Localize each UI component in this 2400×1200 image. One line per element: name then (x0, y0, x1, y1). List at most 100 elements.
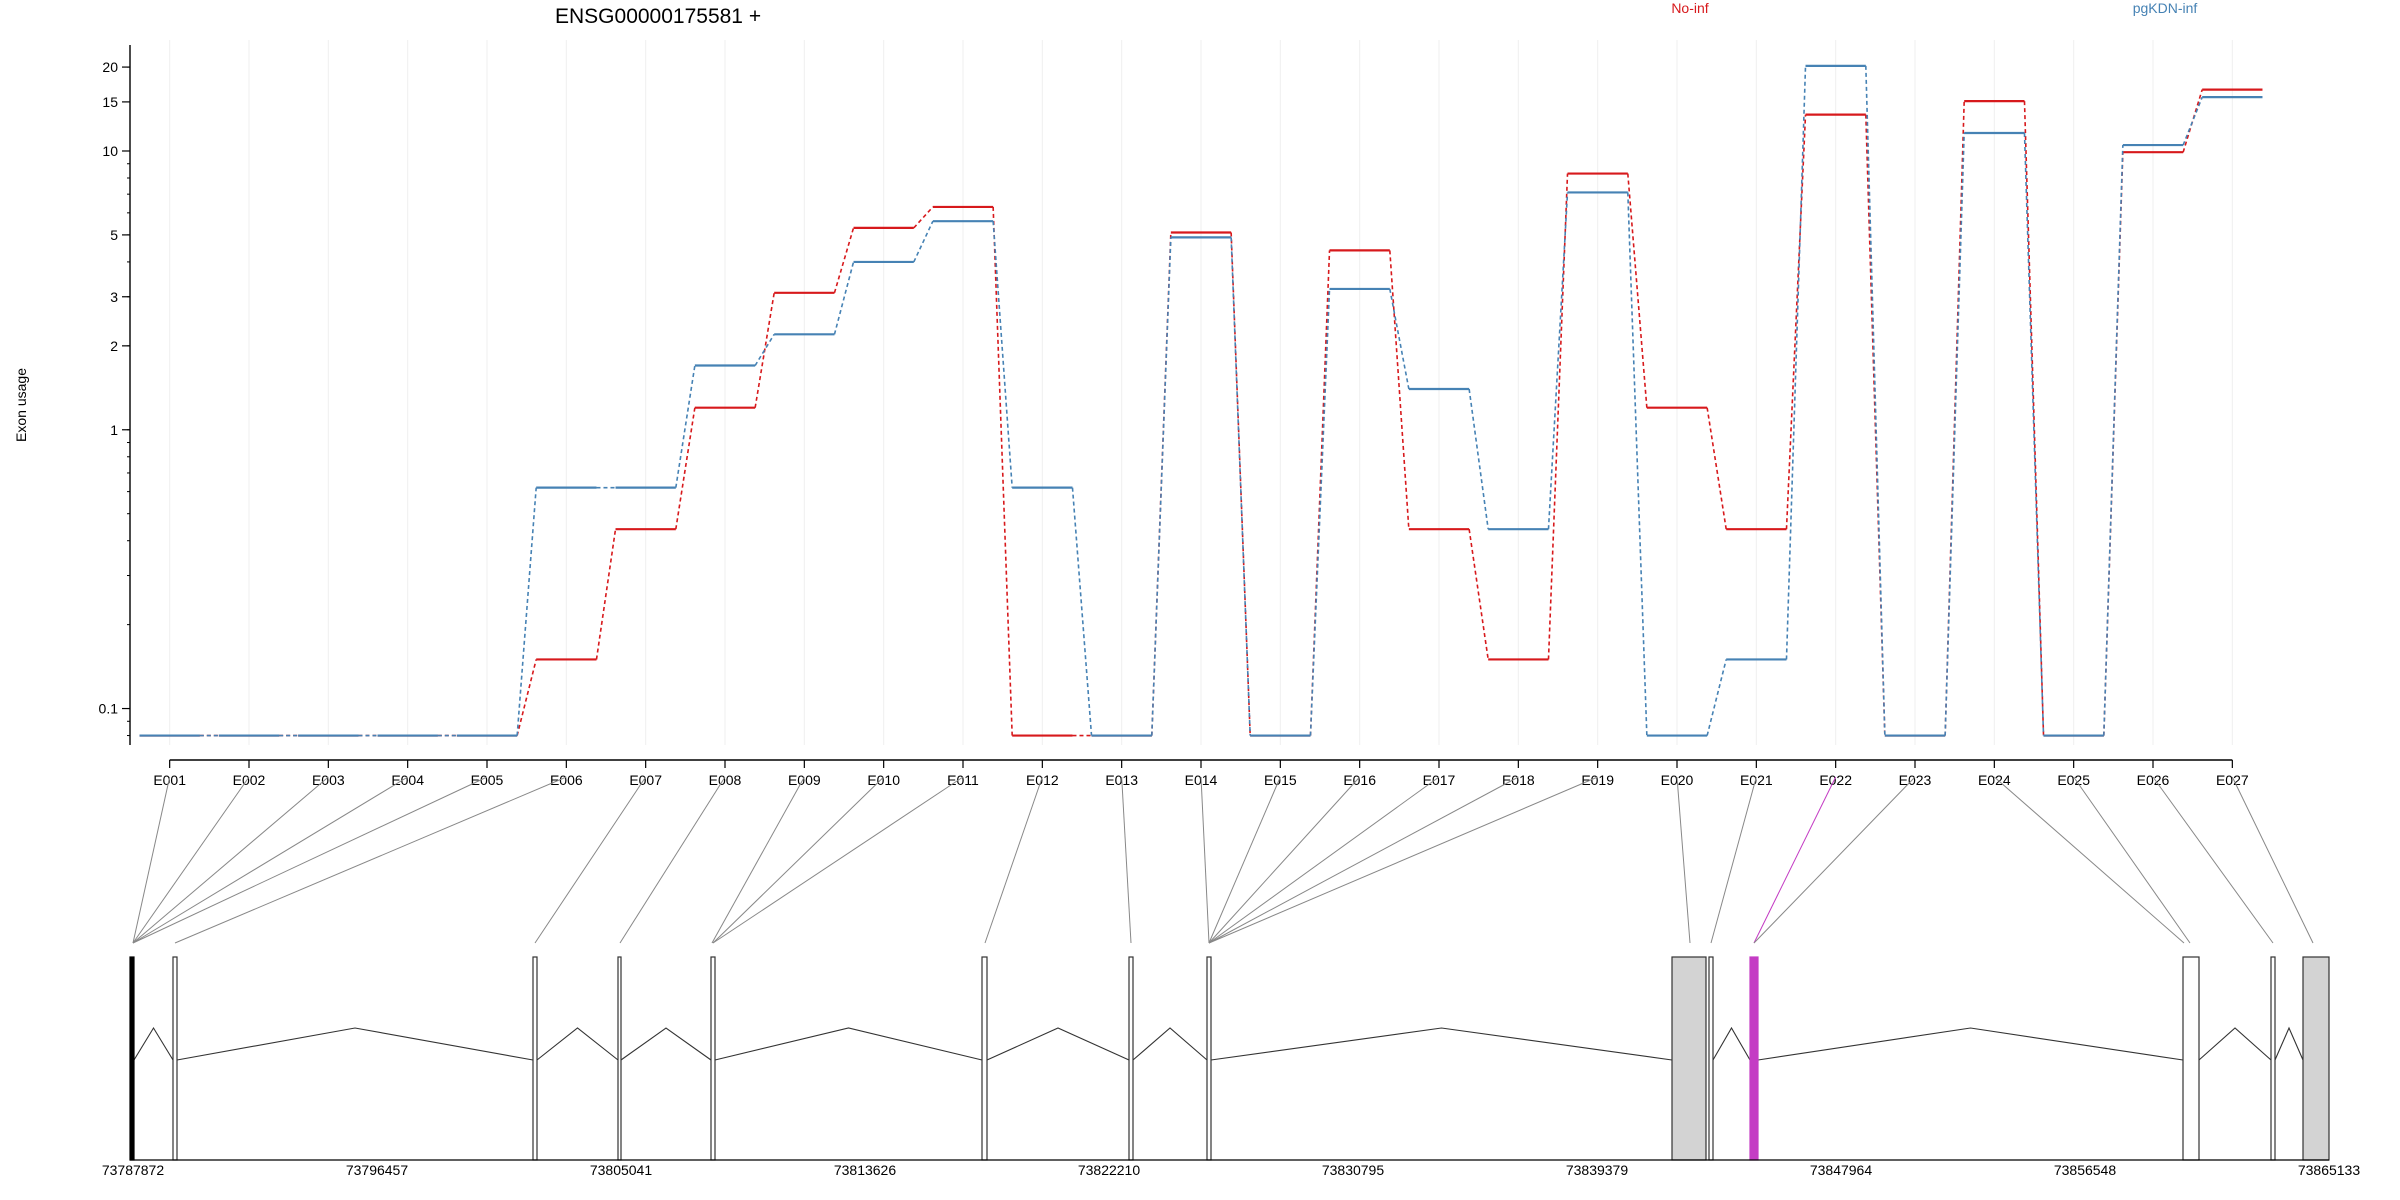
exon-connector (132, 776, 329, 944)
exon-connector (1753, 776, 1837, 944)
exon-box (2182, 956, 2200, 1161)
exon-connector (1121, 776, 1132, 944)
series-transition (1785, 65, 1807, 660)
intron-line (1757, 1027, 2184, 1061)
series-pgkdn-inf (139, 64, 2263, 737)
series-transition (1706, 659, 1727, 736)
series-transition (992, 206, 1013, 736)
exon-connector (1208, 776, 1598, 944)
intron-line (536, 1027, 619, 1061)
x-tick-label: E026 (2137, 772, 2170, 788)
series-transition (516, 659, 537, 736)
series-transition (1706, 407, 1727, 530)
series-transition (913, 206, 934, 229)
series-lines (139, 64, 2263, 737)
series-transition (1468, 388, 1489, 530)
genomic-tick-label: 73796457 (346, 1162, 409, 1178)
x-tick-label: E007 (629, 772, 662, 788)
exon-box (710, 956, 716, 1161)
genomic-axis: 73787872 73796457 73805041 73813626 73822210… (102, 1159, 2361, 1178)
legend-no-inf: No-inf (1671, 0, 1708, 16)
genomic-tick-label: 73839379 (1566, 1162, 1629, 1178)
intron-line (986, 1027, 1130, 1061)
exon-connectors (132, 776, 2314, 944)
genomic-tick-label: 73822210 (1078, 1162, 1141, 1178)
axes: 0.1 1 2 3 5 10 15 20 E001 E002 E003 E004 E005 E006 E00… (99, 45, 2249, 788)
exon-box (617, 956, 622, 1161)
exon-box (1671, 956, 1707, 1161)
intron-line (133, 1026, 174, 1061)
genomic-tick-label: 73847964 (1810, 1162, 1873, 1178)
exon-box (981, 956, 988, 1161)
x-tick-label: E019 (1581, 772, 1614, 788)
exon-connector (984, 776, 1043, 944)
exon-box (1708, 956, 1714, 1161)
exon-box (532, 956, 538, 1161)
exon-connector (1208, 776, 1519, 944)
exon-connector (1208, 776, 1281, 944)
y-tick-label: 10 (102, 143, 118, 159)
intron-line (2274, 1026, 2304, 1061)
y-tick-label: 5 (110, 227, 118, 243)
series-transition (913, 220, 934, 263)
series-transition (1309, 288, 1331, 736)
exon-connector (1676, 776, 1691, 944)
x-tick-label: E002 (233, 772, 266, 788)
x-tick-label: E017 (1423, 772, 1456, 788)
exon-connector (2152, 776, 2274, 944)
x-tick-label: E025 (2057, 772, 2090, 788)
exon-box (129, 956, 135, 1161)
exon-connector (1994, 776, 2185, 944)
series-transition (2182, 96, 2203, 146)
x-tick-label: E006 (550, 772, 583, 788)
x-tick-label: E004 (391, 772, 424, 788)
exon-connector (174, 776, 567, 944)
intron-line (620, 1027, 712, 1061)
series-transition (1230, 237, 1251, 736)
series-transition (675, 365, 696, 488)
x-tick-label: E009 (788, 772, 821, 788)
exon-connector (712, 776, 964, 944)
series-transition (754, 292, 775, 408)
series-transition (595, 529, 617, 660)
exon-connector (132, 776, 171, 944)
genomic-tick-label: 73865133 (2298, 1162, 2361, 1178)
x-tick-label: E005 (471, 772, 504, 788)
grid-lines (169, 40, 2233, 745)
exon-box (2270, 956, 2276, 1161)
series-transition (1627, 192, 1648, 736)
series-transition (1468, 529, 1489, 660)
series-transition (1151, 237, 1172, 736)
x-tick-label: E015 (1264, 772, 1297, 788)
chart-title: ENSG00000175581 + (555, 5, 761, 28)
intron-line (2198, 1027, 2272, 1061)
y-tick-label: 2 (110, 338, 118, 354)
x-tick-label: E016 (1343, 772, 1376, 788)
exon-box (172, 956, 178, 1161)
x-tick-label: E021 (1740, 772, 1773, 788)
series-transition (1547, 192, 1569, 530)
y-tick-label: 15 (102, 94, 118, 110)
series-transition (1071, 487, 1093, 736)
exon-connector (712, 776, 885, 944)
exon-connector (132, 776, 250, 944)
intron-line (1132, 1027, 1208, 1061)
series-transition (2023, 132, 2045, 736)
exon-box (2302, 956, 2330, 1161)
exon-connector (711, 776, 805, 944)
x-tick-label: E023 (1899, 772, 1932, 788)
genomic-tick-label: 73830795 (1322, 1162, 1385, 1178)
genomic-tick-label: 73813626 (834, 1162, 897, 1178)
exon-box (1206, 956, 1212, 1161)
gene-model (129, 956, 2330, 1161)
x-tick-label: E001 (153, 772, 186, 788)
exon-connector (2073, 776, 2191, 944)
x-tick-label: E011 (947, 772, 979, 788)
genomic-tick-label: 73856548 (2054, 1162, 2117, 1178)
exon-connector (1208, 776, 1440, 944)
exon-connector (534, 776, 647, 944)
genomic-tick-label: 73805041 (590, 1162, 653, 1178)
x-tick-label: E012 (1026, 772, 1059, 788)
series-transition (1785, 114, 1807, 530)
